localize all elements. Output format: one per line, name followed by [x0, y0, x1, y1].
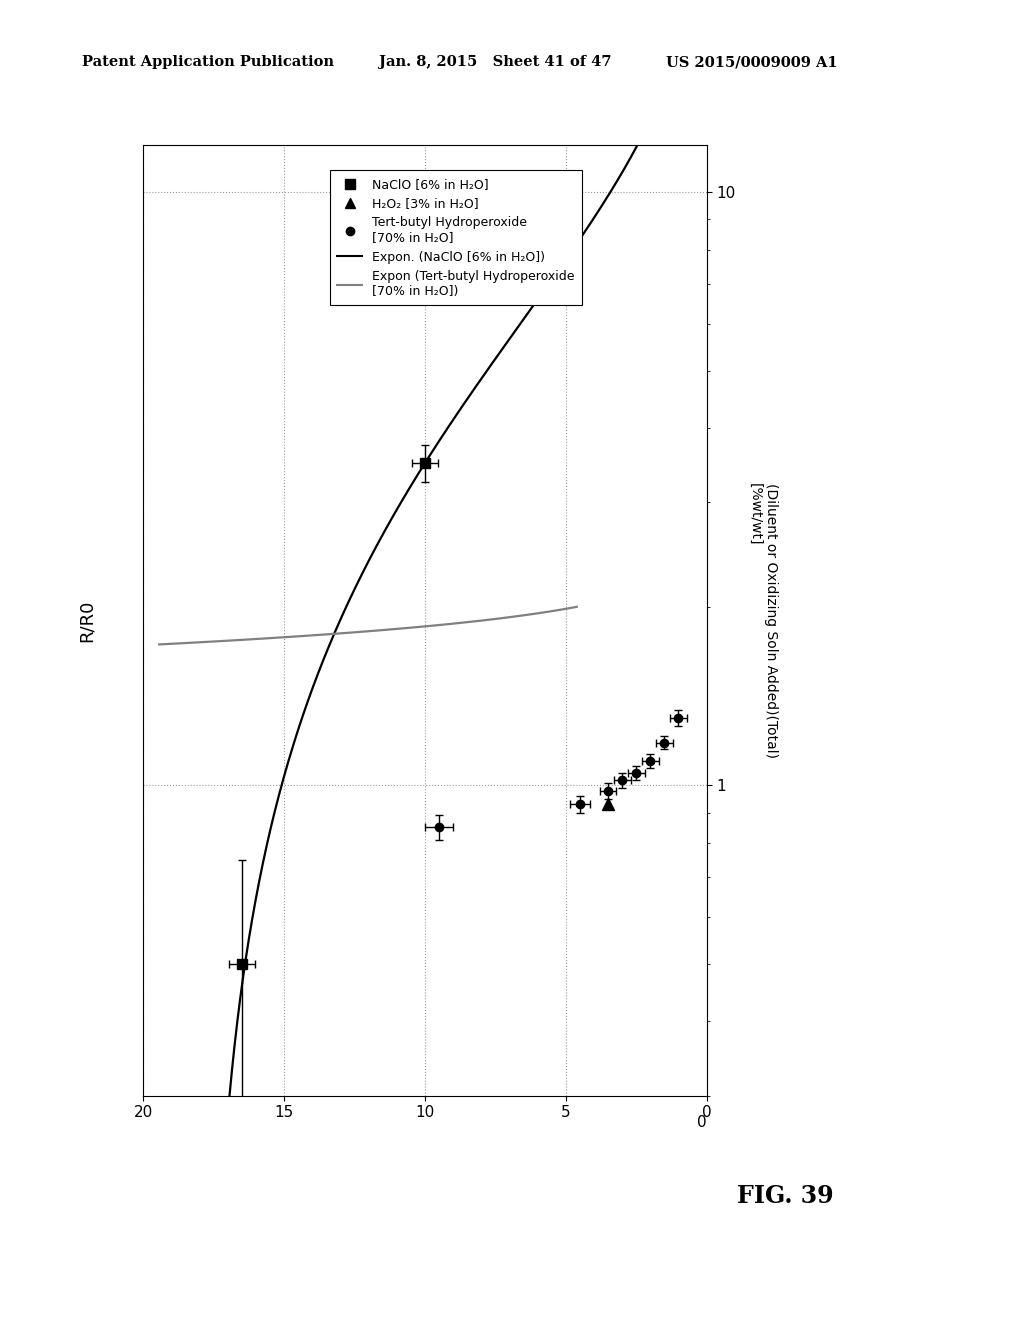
- Legend: NaClO [6% in H₂O], H₂O₂ [3% in H₂O], Tert-butyl Hydroperoxide
[70% in H₂O], Expo: NaClO [6% in H₂O], H₂O₂ [3% in H₂O], Ter…: [330, 170, 583, 305]
- Text: 0: 0: [696, 1115, 707, 1130]
- Text: US 2015/0009009 A1: US 2015/0009009 A1: [666, 55, 838, 70]
- Text: R/R0: R/R0: [78, 599, 96, 642]
- Text: Patent Application Publication: Patent Application Publication: [82, 55, 334, 70]
- Text: FIG. 39: FIG. 39: [737, 1184, 834, 1208]
- Text: Jan. 8, 2015   Sheet 41 of 47: Jan. 8, 2015 Sheet 41 of 47: [379, 55, 611, 70]
- Text: (Diluent or Oxidizing Soln Added)(Total)
[%wt/wt]: (Diluent or Oxidizing Soln Added)(Total)…: [748, 483, 777, 758]
